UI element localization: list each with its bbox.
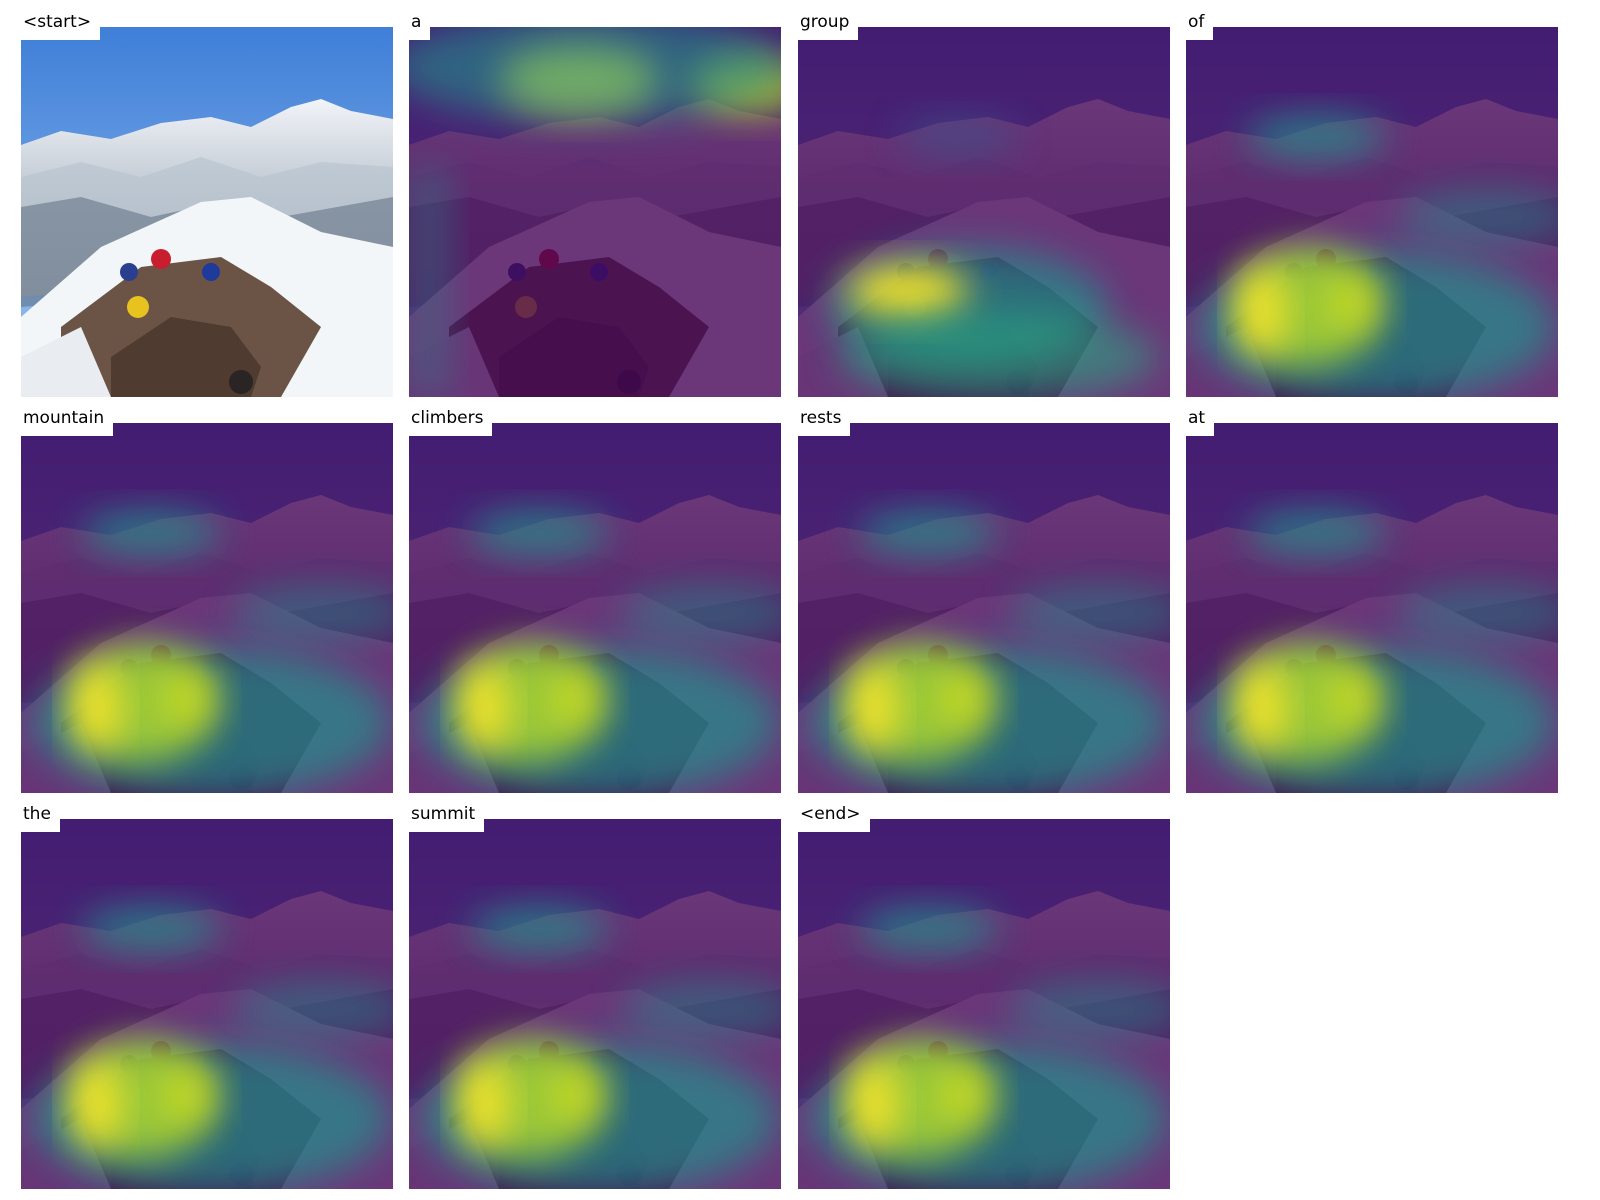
attention-panel: of: [1186, 13, 1558, 397]
attention-panel: climbers: [409, 409, 781, 793]
attention-panel: the: [21, 805, 393, 1189]
word-label: group: [798, 13, 859, 40]
attention-image: [409, 27, 781, 397]
attention-panel: mountain: [21, 409, 393, 793]
word-label: <start>: [21, 13, 101, 40]
attention-image: [21, 27, 393, 397]
word-label: mountain: [21, 409, 114, 436]
word-label: rests: [798, 409, 851, 436]
attention-image: [21, 423, 393, 793]
attention-image: [798, 27, 1170, 397]
word-label: summit: [409, 805, 485, 832]
word-label: <end>: [798, 805, 870, 832]
word-label: of: [1186, 13, 1214, 40]
attention-image: [21, 819, 393, 1189]
attention-image: [1186, 423, 1558, 793]
attention-image: [409, 819, 781, 1189]
attention-image: [1186, 27, 1558, 397]
word-label: a: [409, 13, 431, 40]
attention-panel: a: [409, 13, 781, 397]
attention-image: [798, 423, 1170, 793]
attention-image: [409, 423, 781, 793]
attention-panel: rests: [798, 409, 1170, 793]
attention-panel: at: [1186, 409, 1558, 793]
word-label: at: [1186, 409, 1215, 436]
attention-panel: group: [798, 13, 1170, 397]
word-label: climbers: [409, 409, 493, 436]
attention-panel: summit: [409, 805, 781, 1189]
attention-image: [798, 819, 1170, 1189]
attention-panel: <start>: [21, 13, 393, 397]
word-label: the: [21, 805, 60, 832]
attention-panel: <end>: [798, 805, 1170, 1189]
